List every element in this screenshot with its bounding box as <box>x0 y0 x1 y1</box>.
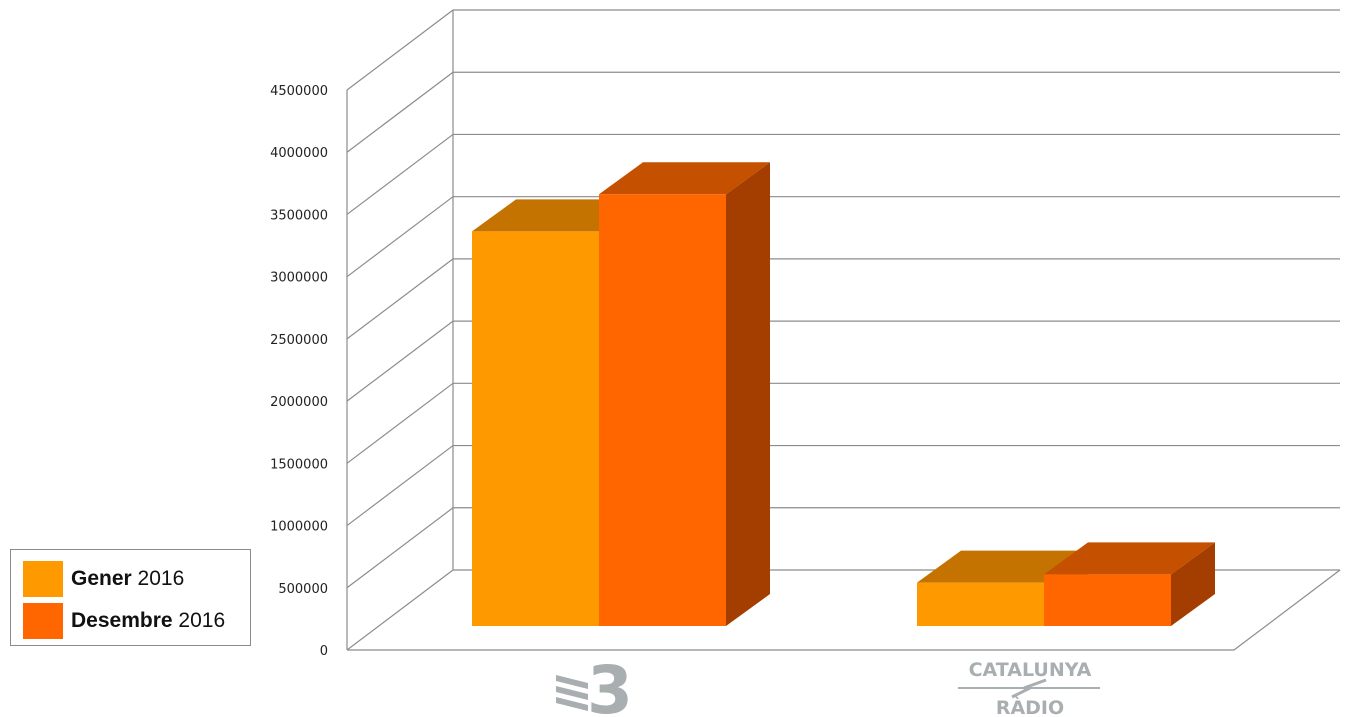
gridline-diagonal <box>346 9 454 91</box>
y-tick-label: 4500000 <box>270 84 328 99</box>
legend-label-gener-name: Gener <box>71 567 132 590</box>
bar-front <box>1044 574 1171 626</box>
legend-label-gener: Gener 2016 <box>71 567 184 591</box>
chart-legend: Gener 2016 Desembre 2016 <box>10 549 251 646</box>
bar-front <box>472 231 599 626</box>
catalunya-radio-logo-line1: CATALUNYA <box>969 659 1092 681</box>
tv3-logo-numeral: 3 <box>587 652 633 717</box>
gridline-diagonal <box>346 258 454 340</box>
legend-item-gener: Gener 2016 <box>23 561 184 597</box>
chart-bars <box>472 162 1215 626</box>
legend-label-desembre-year: 2016 <box>178 609 226 632</box>
bar-top <box>1044 542 1215 575</box>
bar-1-1 <box>1044 542 1215 626</box>
y-tick-label: 2000000 <box>270 395 328 410</box>
gridline-diagonal <box>346 320 454 402</box>
bar-side <box>1171 542 1215 626</box>
bar-side <box>726 162 770 626</box>
bar-front <box>917 582 1044 626</box>
legend-swatch-gener <box>23 561 63 597</box>
legend-swatch-desembre <box>23 603 63 639</box>
bar-front <box>599 194 726 626</box>
y-axis-tick-labels: 0 500000 1000000 1500000 2000000 2500000 30000… <box>270 84 328 659</box>
gridline-diagonal <box>346 133 454 215</box>
y-tick-label: 1000000 <box>270 520 328 535</box>
y-tick-label: 3000000 <box>270 271 328 286</box>
y-tick-label: 1500000 <box>270 457 328 472</box>
bar-0-1 <box>599 162 770 626</box>
catalunya-radio-logo: CATALUNYA RÀDIO <box>958 659 1100 717</box>
legend-label-desembre-name: Desembre <box>71 609 173 632</box>
legend-label-desembre: Desembre 2016 <box>71 609 225 633</box>
bar-top <box>599 162 770 195</box>
y-tick-label: 4000000 <box>270 146 328 161</box>
gridline-diagonal <box>346 196 454 278</box>
gridline-diagonal <box>346 569 454 651</box>
y-tick-label: 3500000 <box>270 208 328 223</box>
y-tick-label: 500000 <box>278 582 328 597</box>
gridline-diagonal <box>346 71 454 153</box>
catalunya-radio-logo-line2: RÀDIO <box>996 696 1064 717</box>
legend-label-gener-year: 2016 <box>137 567 185 590</box>
gridline-diagonal <box>346 507 454 589</box>
legend-item-desembre: Desembre 2016 <box>23 603 225 639</box>
gridline-diagonal <box>346 382 454 464</box>
floor-right-edge <box>1233 569 1341 651</box>
catalunya-radio-signal-icon <box>958 678 1100 699</box>
tv3-logo-stripes <box>556 675 588 711</box>
tv3-logo: 3 <box>556 652 633 717</box>
y-tick-label: 2500000 <box>270 333 328 348</box>
y-tick-label: 0 <box>320 644 328 659</box>
gridline-diagonal <box>346 445 454 527</box>
